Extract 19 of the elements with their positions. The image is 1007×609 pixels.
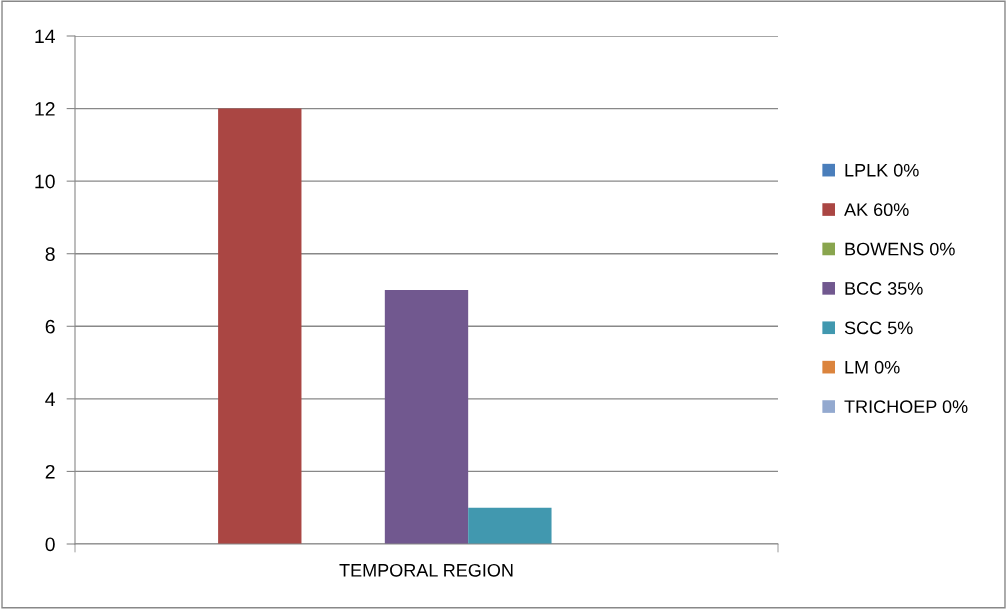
y-tick-label: 12 xyxy=(35,102,55,116)
legend-label: SCC 5% xyxy=(844,321,913,335)
y-tick-label: 14 xyxy=(35,29,55,44)
y-tick-label: 4 xyxy=(45,392,55,406)
legend-label: LPLK 0% xyxy=(845,163,919,177)
x-tick-label: TEMPORAL REGION xyxy=(339,563,513,577)
y-tick-label: 10 xyxy=(35,174,55,189)
bar xyxy=(218,108,302,544)
y-tick-label: 6 xyxy=(45,319,55,334)
y-tick-label: 8 xyxy=(45,247,55,261)
bar xyxy=(384,290,469,544)
legend-label: AK 60% xyxy=(844,203,909,217)
legend-label: BOWENS 0% xyxy=(845,242,955,256)
y-tick-label: 2 xyxy=(45,464,55,479)
bar xyxy=(468,507,552,544)
legend-label: TRICHOEP 0% xyxy=(844,400,968,414)
legend-label: BCC 35% xyxy=(845,282,923,295)
legend-label: LM 0% xyxy=(845,360,900,374)
y-tick-label: 0 xyxy=(45,537,55,552)
